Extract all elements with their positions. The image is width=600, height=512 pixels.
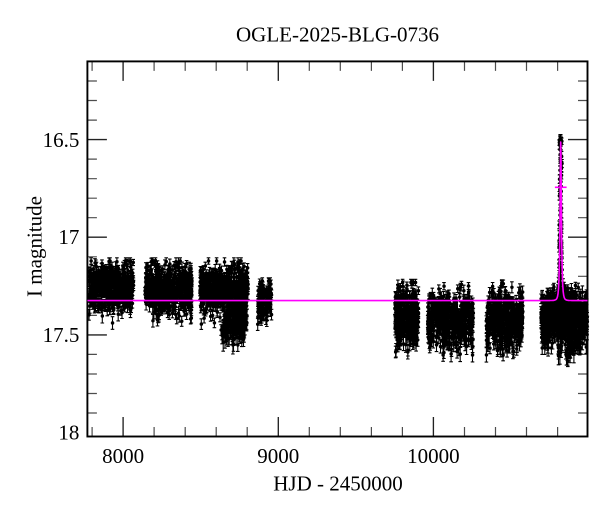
svg-text:10000: 10000	[407, 444, 460, 468]
svg-text:OGLE-2025-BLG-0736: OGLE-2025-BLG-0736	[236, 22, 439, 46]
svg-text:8000: 8000	[102, 444, 144, 468]
svg-text:18: 18	[58, 421, 79, 445]
svg-text:16.5: 16.5	[43, 128, 80, 152]
svg-text:HJD - 2450000: HJD - 2450000	[273, 472, 403, 496]
svg-text:I magnitude: I magnitude	[23, 196, 47, 297]
svg-text:9000: 9000	[257, 444, 299, 468]
svg-text:17: 17	[58, 225, 79, 249]
svg-text:17.5: 17.5	[43, 323, 80, 347]
